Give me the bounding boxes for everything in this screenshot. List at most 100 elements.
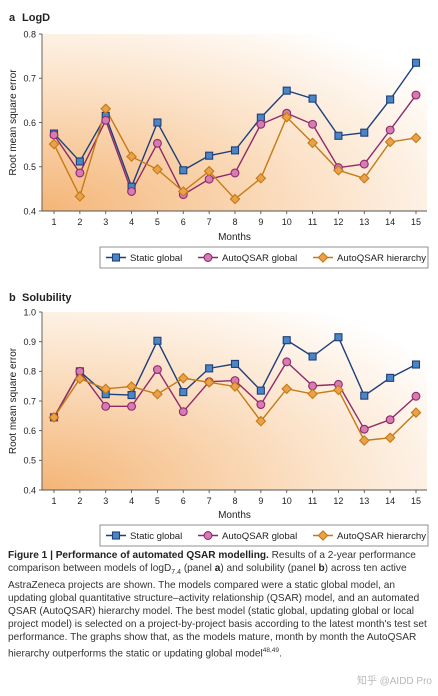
legend-marker-static-global [111, 531, 121, 540]
data-point-autoqsar-global [308, 119, 318, 129]
caption-figure-title: Performance of automated QSAR modelling. [55, 550, 269, 561]
x-tick-label: 9 [258, 217, 263, 227]
data-point-autoqsar-global [127, 401, 137, 411]
plot-a-xlabel: Months [218, 232, 251, 243]
data-point-static-global [308, 352, 317, 361]
x-tick-label: 4 [129, 496, 134, 506]
x-tick-label: 13 [359, 496, 369, 506]
data-point-static-global [179, 166, 188, 175]
data-point-autoqsar-global [411, 90, 421, 100]
figure-caption: Figure 1 | Performance of automated QSAR… [8, 549, 432, 661]
x-tick-label: 4 [129, 217, 134, 227]
data-point-autoqsar-global [127, 187, 137, 196]
data-point-autoqsar-hierarchy [384, 136, 396, 148]
x-tick-label: 2 [77, 496, 82, 506]
data-point-static-global [153, 336, 162, 345]
data-point-autoqsar-hierarchy [281, 111, 293, 123]
watermark: 知乎 @AIDD Pro [356, 676, 432, 687]
data-point-autoqsar-hierarchy [307, 137, 318, 149]
data-point-autoqsar-global [152, 365, 162, 375]
data-point-autoqsar-hierarchy [48, 138, 60, 150]
legend-a-box [99, 246, 429, 269]
data-point-autoqsar-hierarchy [358, 435, 370, 446]
x-tick-label: 11 [308, 217, 317, 227]
x-tick-label: 5 [155, 217, 160, 227]
x-tick-label: 8 [232, 217, 237, 227]
data-point-autoqsar-global [101, 401, 111, 411]
data-point-static-global [127, 391, 136, 400]
data-point-autoqsar-global [256, 119, 266, 129]
data-point-static-global [179, 388, 188, 397]
legend-b-box [99, 524, 429, 547]
data-point-static-global [230, 146, 240, 155]
data-point-autoqsar-hierarchy [203, 165, 215, 177]
plot-a-background [42, 34, 427, 211]
x-tick-label: 14 [385, 217, 395, 227]
data-point-static-global [256, 386, 265, 395]
x-tick-label: 7 [207, 496, 212, 506]
x-tick-label: 1 [51, 217, 56, 227]
y-tick-label: 0.6 [23, 426, 36, 436]
plot-b-axes: 0.40.50.60.70.80.91.01 2 3 4 5 6 7 8 9 10 11 12 13 14… [23, 307, 427, 506]
x-tick-label: 12 [333, 496, 343, 506]
caption-refs: 48,49 [262, 647, 280, 655]
data-point-autoqsar-global [152, 138, 162, 148]
data-point-static-global [360, 391, 369, 400]
legend-marker-autoqsar-hierarchy [317, 530, 329, 541]
y-tick-label: 0.9 [23, 337, 36, 347]
legend-marker-autoqsar-hierarchy [317, 252, 329, 263]
data-point-static-global [153, 118, 162, 127]
panel-b-title: Solubility [22, 292, 72, 304]
data-point-static-global [282, 86, 291, 95]
x-tick-label: 8 [232, 496, 237, 506]
data-point-static-global [386, 95, 395, 104]
y-tick-label: 0.8 [23, 29, 36, 39]
data-point-autoqsar-hierarchy [255, 415, 267, 427]
x-tick-label: 2 [77, 217, 82, 227]
x-tick-label: 1 [51, 496, 56, 506]
data-point-autoqsar-hierarchy [333, 164, 344, 176]
data-point-autoqsar-hierarchy [384, 432, 396, 444]
data-point-autoqsar-hierarchy [100, 103, 112, 115]
data-point-autoqsar-global [101, 115, 111, 125]
legend-label-static-global: Static global [130, 253, 182, 264]
x-tick-label: 3 [103, 496, 108, 506]
y-tick-label: 0.7 [23, 74, 36, 84]
data-point-autoqsar-global [385, 415, 395, 425]
data-point-autoqsar-hierarchy [333, 384, 344, 396]
caption-panel-a: a [214, 563, 221, 575]
panel-b-letter: b [9, 292, 16, 304]
data-point-static-global [360, 128, 369, 137]
plot-b-series [48, 333, 422, 446]
x-tick-label: 5 [155, 496, 160, 506]
data-point-autoqsar-global [230, 168, 240, 178]
caption-subscript: 7.4 [171, 569, 182, 577]
data-point-autoqsar-hierarchy [100, 383, 112, 395]
plot-b-ylabel: Root mean square error [8, 347, 19, 454]
x-tick-label: 13 [359, 217, 369, 227]
data-point-autoqsar-hierarchy [48, 411, 60, 423]
x-tick-label: 10 [282, 217, 292, 227]
x-tick-label: 9 [258, 496, 263, 506]
caption-text: . [279, 648, 282, 660]
data-point-static-global [386, 373, 395, 382]
panel-a-letter: a [9, 12, 16, 24]
plot-a-series [48, 58, 422, 205]
caption-panel-b: b [318, 563, 325, 575]
y-tick-label: 0.4 [23, 206, 36, 216]
data-point-autoqsar-global [75, 168, 85, 178]
data-point-autoqsar-hierarchy [177, 372, 189, 384]
x-tick-label: 15 [411, 496, 421, 506]
caption-text: Results of a 2-year performance comparis… [8, 550, 416, 575]
data-point-autoqsar-hierarchy [358, 172, 370, 184]
y-tick-label: 0.5 [23, 456, 36, 466]
plot-b-legend: Static global AutoQSAR global AutoQSAR hie… [99, 524, 429, 547]
data-point-static-global [334, 131, 343, 140]
plot-b-background [42, 312, 427, 490]
x-tick-label: 11 [308, 496, 317, 506]
plot-b-xlabel: Months [218, 510, 251, 521]
data-point-autoqsar-hierarchy [74, 373, 86, 385]
data-point-static-global [230, 359, 240, 368]
data-point-autoqsar-hierarchy [203, 376, 215, 388]
panel-a: a LogD 0.40.50.60.70.81 2 3 4 5 6 7 8 9 10 11 12 13 1… [8, 12, 429, 269]
